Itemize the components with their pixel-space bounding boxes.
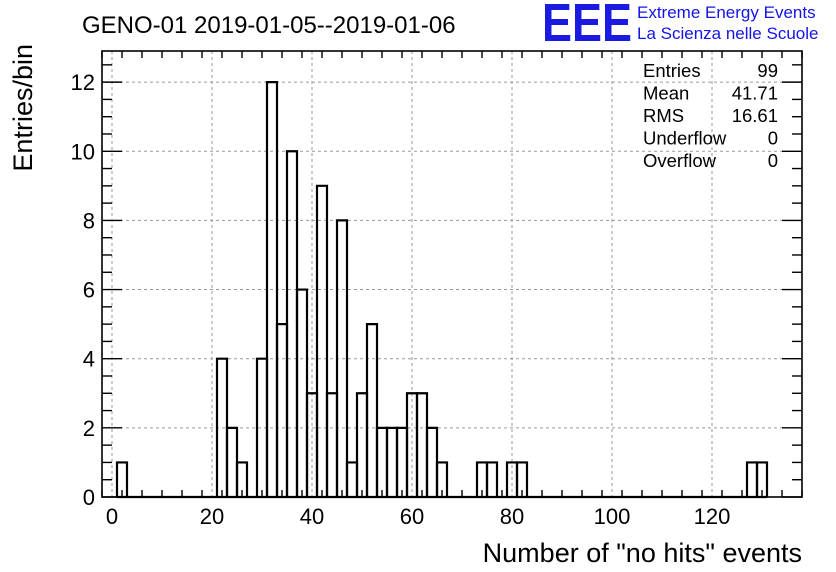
y-axis-title: Entries/bin: [8, 44, 38, 172]
histogram-bin: [425, 426, 439, 497]
histogram-bin: [365, 323, 379, 497]
x-tick-label: 0: [106, 504, 118, 529]
grid-lines: [102, 51, 802, 497]
stats-value: 0: [768, 150, 778, 171]
histogram-bin: [415, 392, 429, 497]
y-tick-label: 12: [71, 70, 95, 95]
histogram-bin: [315, 184, 329, 497]
stats-label: Mean: [643, 83, 689, 104]
histogram-bin: [115, 461, 129, 497]
stats-value: 0: [768, 128, 778, 149]
histogram-bin: [225, 426, 239, 497]
stats-value: 99: [757, 60, 778, 81]
histogram-bin: [405, 392, 419, 497]
histogram-bin: [305, 392, 319, 497]
stats-label: Entries: [643, 60, 701, 81]
tick-labels: 0 20 40 60 80 100 120 0 2 4 6 8 10 12: [71, 70, 731, 529]
logo-line-1: Extreme Energy Events: [637, 3, 816, 22]
histogram-bin: [435, 461, 449, 497]
x-tick-label: 120: [694, 504, 731, 529]
histogram-bin: [345, 461, 359, 497]
stats-value: 16.61: [732, 105, 778, 126]
x-tick-label: 80: [500, 504, 524, 529]
stats-label: Underflow: [643, 128, 727, 149]
histogram-bin: [755, 461, 769, 497]
x-tick-label: 20: [200, 504, 224, 529]
y-tick-label: 10: [71, 139, 95, 164]
x-tick-label: 100: [594, 504, 631, 529]
histogram-bin: [325, 392, 339, 497]
plot-frame: [101, 50, 803, 498]
histogram-bin: [385, 426, 399, 497]
histogram-bin: [485, 461, 499, 497]
histogram-bin: [745, 461, 759, 497]
histogram-bin: [295, 288, 309, 497]
histogram-bin: [375, 426, 389, 497]
axis-ticks: [101, 51, 803, 498]
histogram-bin: [515, 461, 529, 497]
y-tick-label: 0: [83, 485, 95, 510]
logo-mark: EEE: [542, 0, 632, 53]
y-tick-label: 2: [83, 416, 95, 441]
histogram-bin: [275, 323, 289, 497]
y-tick-label: 8: [83, 208, 95, 233]
chart-title: GENO-01 2019-01-05--2019-01-06: [82, 12, 456, 39]
histogram-bin: [265, 81, 279, 497]
histogram-bin: [395, 426, 409, 497]
histogram-bin: [235, 461, 249, 497]
y-tick-label: 4: [83, 347, 95, 372]
histogram-bin: [335, 219, 349, 497]
stats-label: RMS: [643, 105, 684, 126]
logo-line-2: La Scienza nelle Scuole: [637, 24, 818, 43]
histogram-bins: [115, 81, 769, 499]
y-tick-label: 6: [83, 278, 95, 303]
eee-logo: EEE Extreme Energy Events La Scienza nel…: [542, 0, 818, 53]
stats-label: Overflow: [643, 150, 717, 171]
x-axis-title: Number of "no hits" events: [483, 538, 802, 568]
histogram-bin: [355, 392, 369, 497]
x-tick-label: 60: [400, 504, 424, 529]
x-tick-label: 40: [300, 504, 324, 529]
stats-value: 41.71: [732, 83, 778, 104]
histogram-bin: [285, 150, 299, 497]
